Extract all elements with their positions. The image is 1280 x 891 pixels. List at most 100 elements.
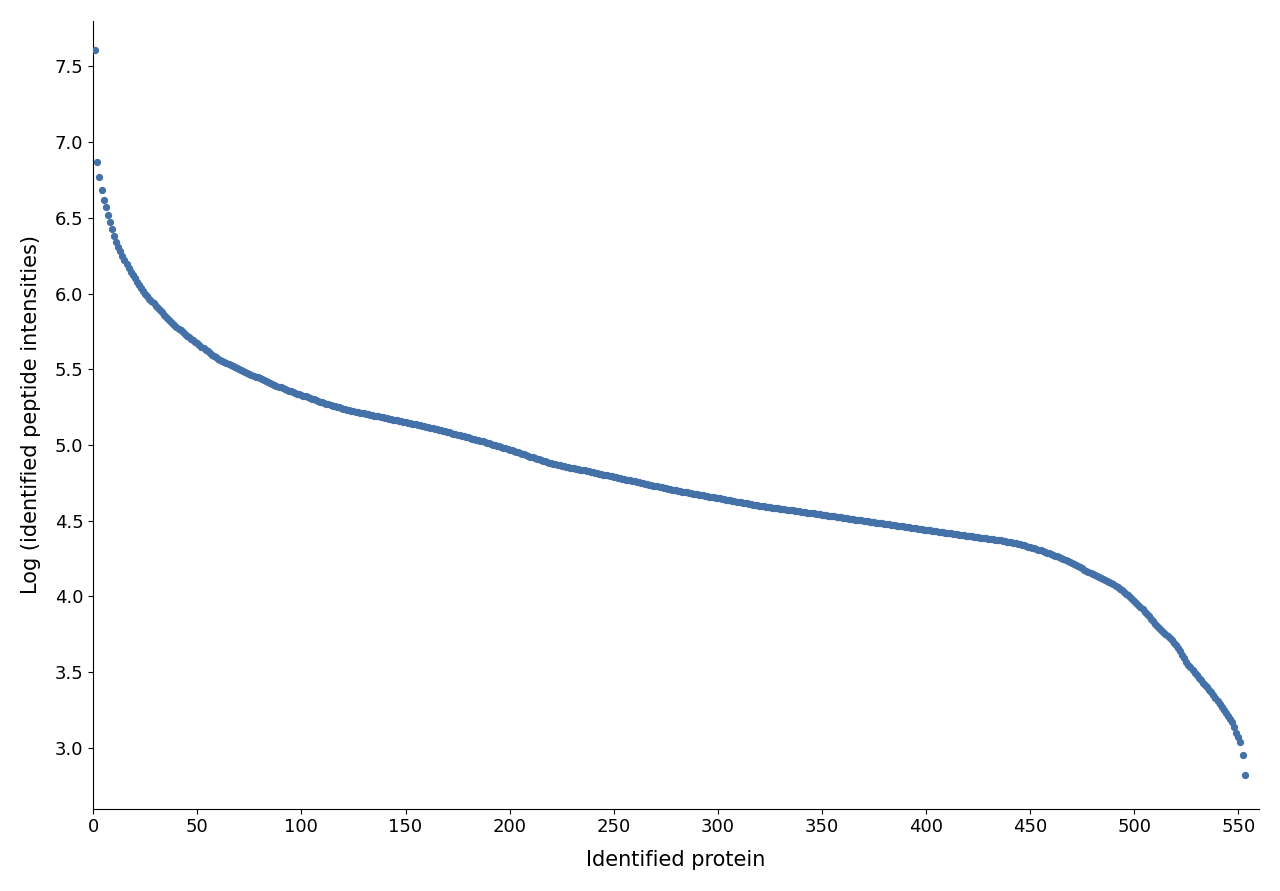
Point (342, 404, 362, 418)
Point (1038, 546, 1059, 560)
Point (882, 518, 902, 532)
Point (1234, 768, 1254, 782)
Point (535, 454, 556, 469)
Point (795, 505, 815, 519)
Point (797, 505, 818, 519)
Point (466, 433, 486, 447)
Point (100, 215, 120, 229)
Point (543, 456, 563, 470)
Point (97, 208, 118, 222)
Point (314, 396, 334, 410)
Point (788, 504, 809, 519)
Point (508, 446, 529, 460)
Point (708, 491, 728, 505)
Point (366, 409, 387, 423)
Point (1103, 577, 1124, 592)
Point (983, 532, 1004, 546)
Point (196, 343, 216, 357)
Point (1087, 568, 1107, 583)
Point (1210, 697, 1230, 711)
Point (910, 522, 931, 536)
Point (239, 367, 260, 381)
Point (264, 378, 284, 392)
Point (801, 506, 822, 520)
Point (818, 509, 838, 523)
Point (632, 476, 653, 490)
Point (1068, 560, 1088, 574)
Point (1184, 666, 1204, 680)
Point (397, 415, 417, 429)
Point (741, 497, 762, 511)
Point (1055, 553, 1075, 568)
Point (749, 498, 769, 512)
Point (603, 470, 623, 484)
Point (206, 350, 227, 364)
Point (918, 523, 938, 537)
Point (1230, 735, 1251, 749)
Point (186, 335, 206, 349)
Point (655, 481, 676, 495)
Point (91, 184, 111, 198)
Point (419, 421, 439, 435)
Point (458, 430, 479, 445)
Point (928, 525, 948, 539)
Point (536, 455, 557, 470)
Point (147, 301, 168, 315)
Point (675, 485, 695, 499)
Point (685, 486, 705, 501)
Point (429, 422, 449, 437)
Point (529, 453, 549, 467)
Point (399, 416, 420, 430)
Point (993, 534, 1014, 548)
Point (1028, 543, 1048, 557)
Point (104, 229, 124, 243)
Point (901, 520, 922, 535)
Point (1030, 544, 1051, 558)
Point (310, 395, 330, 409)
Point (260, 376, 280, 390)
Point (1124, 594, 1144, 609)
Point (739, 496, 759, 511)
Point (722, 494, 742, 508)
Point (266, 379, 287, 393)
Point (716, 493, 736, 507)
Point (291, 388, 311, 402)
Point (984, 533, 1005, 547)
Point (636, 477, 657, 491)
Point (470, 434, 490, 448)
Point (968, 530, 988, 544)
Point (539, 455, 559, 470)
Point (595, 468, 616, 482)
Point (997, 535, 1018, 549)
Point (549, 458, 570, 472)
Point (945, 527, 965, 541)
Point (273, 381, 293, 396)
Point (257, 375, 278, 389)
Point (141, 294, 161, 308)
Point (682, 486, 703, 501)
Point (1050, 551, 1070, 565)
Point (792, 505, 813, 519)
Point (146, 298, 166, 313)
Point (987, 533, 1007, 547)
Point (568, 462, 589, 477)
Point (931, 525, 951, 539)
Point (247, 371, 268, 385)
Point (854, 513, 874, 527)
Point (220, 358, 241, 372)
Point (914, 522, 934, 536)
Point (654, 481, 675, 495)
Point (412, 419, 433, 433)
Point (233, 364, 253, 379)
Point (614, 472, 635, 486)
Point (804, 506, 824, 520)
Y-axis label: Log (identified peptide intensities): Log (identified peptide intensities) (20, 235, 41, 594)
Point (1157, 629, 1178, 643)
Point (864, 515, 884, 529)
Point (329, 400, 349, 414)
Point (781, 503, 801, 518)
Point (785, 503, 805, 518)
Point (691, 488, 712, 503)
Point (972, 531, 992, 545)
Point (179, 330, 200, 344)
